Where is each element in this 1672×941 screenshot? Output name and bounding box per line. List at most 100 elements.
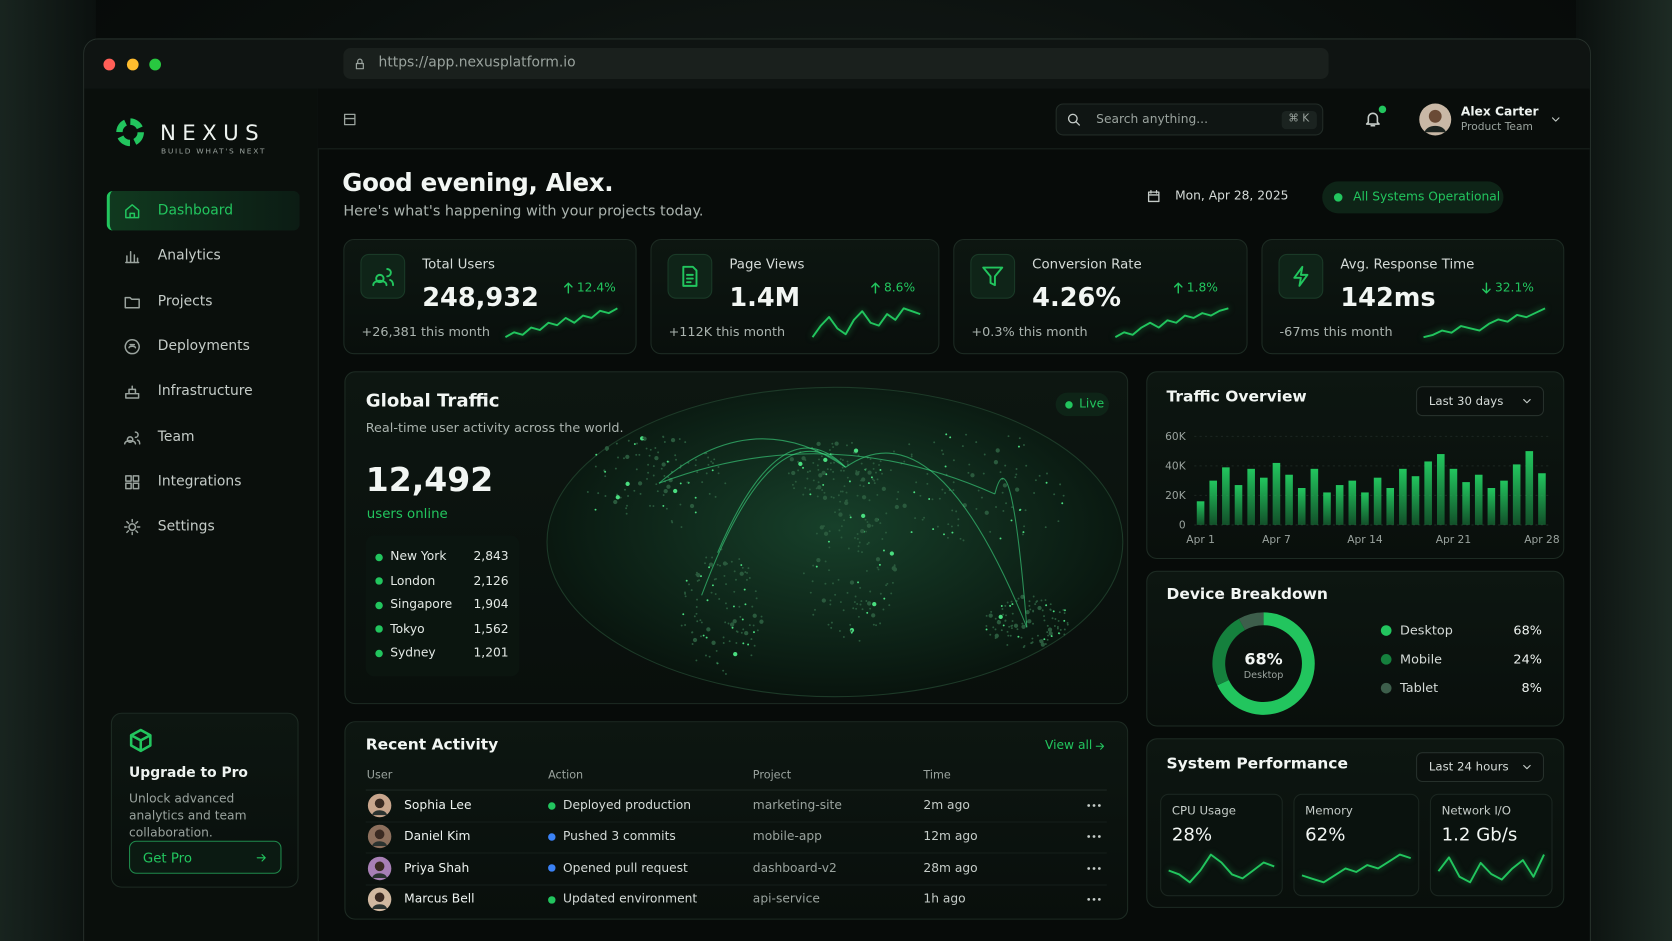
map-dot [921,518,924,521]
icon-path [343,113,356,126]
map-dot [843,485,846,488]
nav-item[interactable]: Dashboard [157,202,234,219]
map-dot [891,581,894,584]
map-dot [860,600,863,603]
map-dot [926,482,929,485]
row-menu[interactable] [1087,835,1102,839]
map-dot [1052,610,1055,613]
map-dot [873,479,876,482]
bar [1297,488,1306,525]
map-dot [753,644,756,647]
status-dot [547,833,556,841]
map-dot [891,566,896,571]
search-box[interactable] [1055,103,1324,136]
map-dot [1004,464,1007,467]
row-menu[interactable] [1087,803,1102,807]
map-dot [838,529,841,532]
bar [1512,464,1521,525]
status-dot [374,625,383,633]
view-all-link[interactable]: View all [1044,737,1093,753]
nav-item[interactable]: Settings [157,518,215,535]
map-dot [1036,600,1039,603]
map-dot [886,582,889,585]
icon-path [1523,764,1531,770]
bar [1272,462,1281,525]
map-dot [625,512,628,515]
map-dot [830,626,833,629]
row-menu[interactable] [1087,897,1102,901]
map-dot [950,525,953,528]
map-dot [936,525,939,528]
map-dot [594,465,597,468]
map-dot [1056,626,1059,628]
map-dot [691,631,694,634]
metric-value: 28% [1171,824,1213,846]
kpi-change-arrow [1173,282,1183,294]
map-dot [823,491,826,494]
map-dot [1010,600,1013,603]
nav-item[interactable]: Infrastructure [157,383,253,400]
map-dot [815,487,818,490]
legend-dot [1380,683,1392,694]
map-dot [1047,634,1050,637]
map-dot [690,589,693,592]
map-dot [830,621,833,624]
map-dot [970,473,975,478]
map-dot [896,498,899,501]
map-dot [704,562,706,565]
sparkline-line [1114,307,1229,338]
map-dot [700,635,702,638]
map-dot [1000,629,1003,632]
map-dot [1040,642,1045,647]
user-name[interactable]: Alex Carter [1460,103,1539,119]
icon-path [124,430,141,445]
map-dot [842,469,845,472]
map-dot [1016,628,1019,631]
row-divider [365,852,1107,854]
upgrade-button[interactable] [129,840,282,874]
url-bar[interactable] [343,48,1329,79]
activity-action: Updated environment [563,891,698,907]
map-dot [839,458,842,461]
map-dot [955,510,958,513]
kpi-change-arrow [1482,282,1491,294]
map-dot [604,475,607,478]
nav-item[interactable]: Deployments [157,338,250,355]
map-dot [841,466,844,469]
range-dropdown[interactable] [1416,752,1545,783]
nav-item[interactable]: Analytics [157,248,221,265]
map-dot [1011,506,1013,509]
map-dot [1004,604,1007,607]
legend-label: Tablet [1400,680,1439,696]
map-dot [752,613,757,618]
map-dot [829,468,832,471]
map-dot [1044,526,1047,529]
map-dot [832,582,834,585]
logo [116,118,144,147]
nav-item[interactable]: Projects [157,293,213,310]
map-dot [647,463,650,466]
map-dot [857,550,860,553]
notification-dot [1378,105,1386,113]
bar [1373,477,1382,525]
map-dot [746,571,749,574]
range-dropdown[interactable] [1416,386,1545,417]
nav-item[interactable]: Integrations [157,473,242,490]
map-dot [837,578,840,581]
avatar-body [372,904,388,910]
map-dot [1007,435,1010,438]
map-dot [635,468,638,471]
map-dot [860,528,865,534]
map-dot [666,460,669,463]
legend-dot [1380,625,1392,636]
range-label: Last 24 hours [1428,760,1509,774]
map-dot [684,624,687,626]
map-dot [832,470,835,473]
nav-item[interactable]: Team [157,428,195,445]
icon-path [1551,117,1560,122]
map-dot [679,503,682,506]
kpi-icon [682,265,698,287]
map-dot [748,624,751,627]
map-dot [756,629,759,632]
row-menu[interactable] [1087,866,1102,870]
